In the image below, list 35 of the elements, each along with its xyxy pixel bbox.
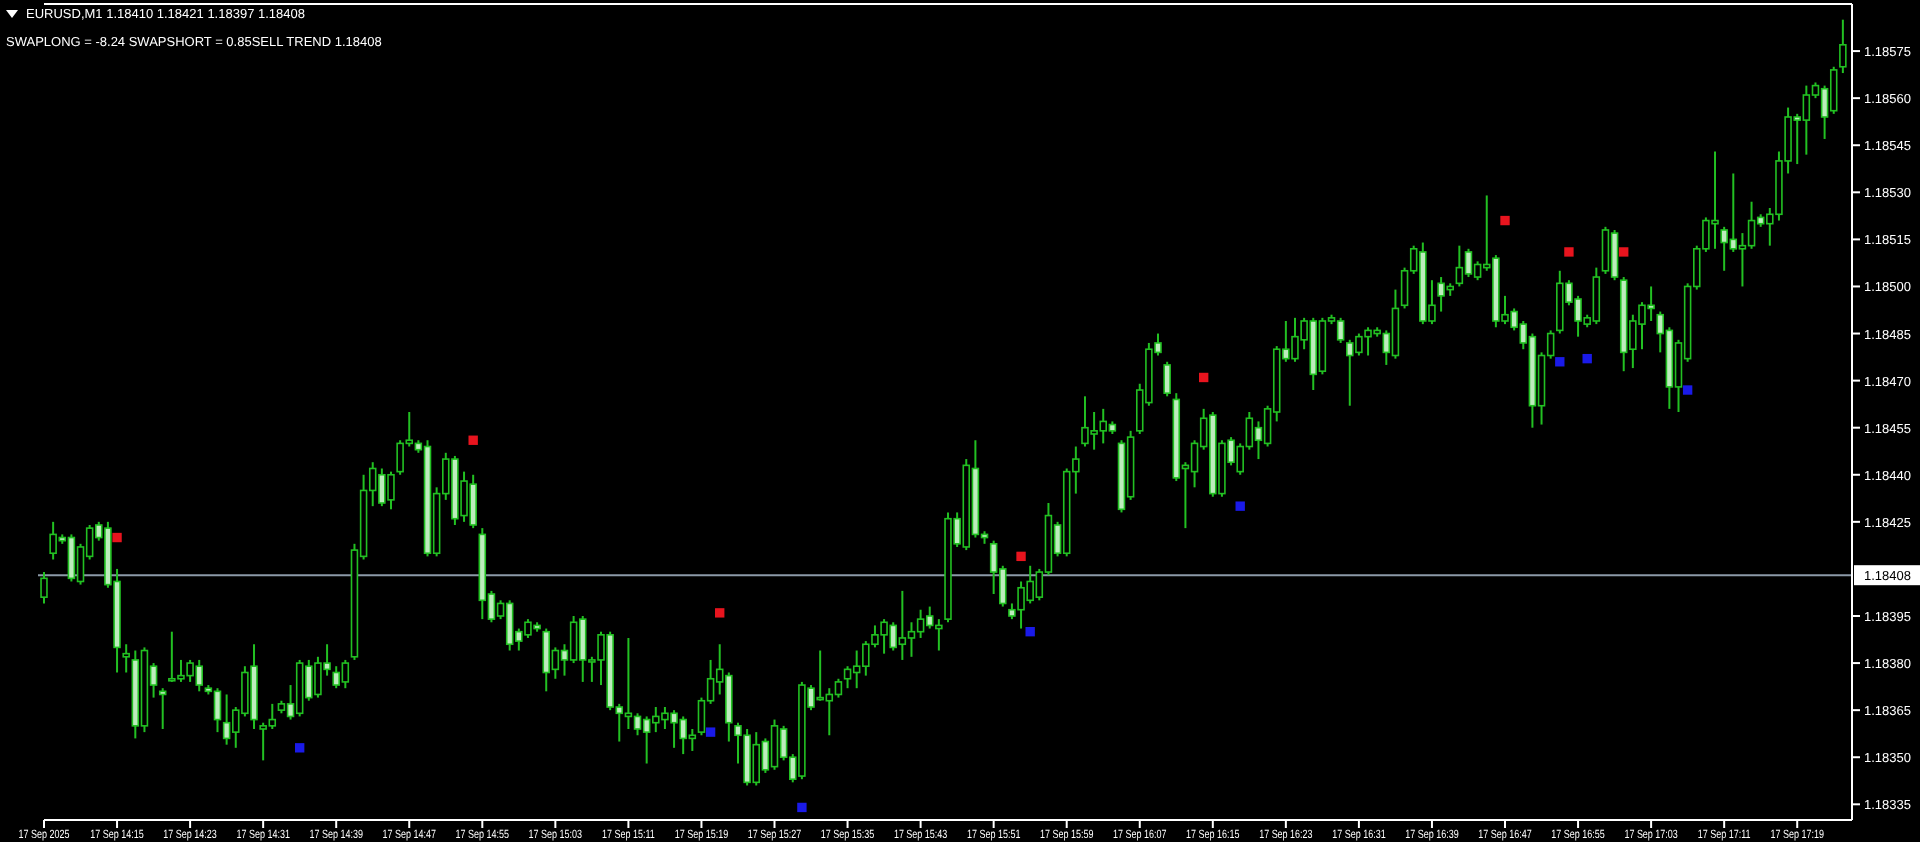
candlestick xyxy=(1829,65,1838,115)
point xyxy=(1016,551,1026,562)
candlestick xyxy=(122,643,130,674)
point xyxy=(1025,627,1035,637)
point xyxy=(1619,247,1629,257)
point xyxy=(1582,353,1592,364)
point xyxy=(1564,247,1574,257)
candlestick xyxy=(1839,18,1847,75)
candlestick xyxy=(1391,288,1400,360)
candlestick xyxy=(1747,200,1756,250)
candlestick xyxy=(834,677,843,699)
point xyxy=(112,532,122,543)
point xyxy=(1500,215,1510,226)
candlestick xyxy=(213,687,222,734)
candlestick xyxy=(1336,316,1345,344)
candlestick xyxy=(633,712,642,737)
candlestick xyxy=(1610,228,1619,282)
point xyxy=(1555,357,1565,367)
candlestick xyxy=(40,571,48,605)
point xyxy=(1682,385,1693,395)
point xyxy=(797,802,807,813)
candlestick xyxy=(843,665,852,690)
candlestick xyxy=(1464,247,1473,279)
point xyxy=(294,743,305,753)
candlestick xyxy=(624,636,633,730)
candlestick xyxy=(907,621,916,658)
candlestick xyxy=(1163,360,1171,398)
candlestick xyxy=(1455,244,1464,288)
point xyxy=(715,608,725,618)
candlestick xyxy=(1601,225,1610,275)
point xyxy=(1235,501,1245,511)
point xyxy=(1198,372,1209,383)
point xyxy=(468,435,478,445)
point xyxy=(705,727,716,737)
candlestick xyxy=(770,718,779,771)
